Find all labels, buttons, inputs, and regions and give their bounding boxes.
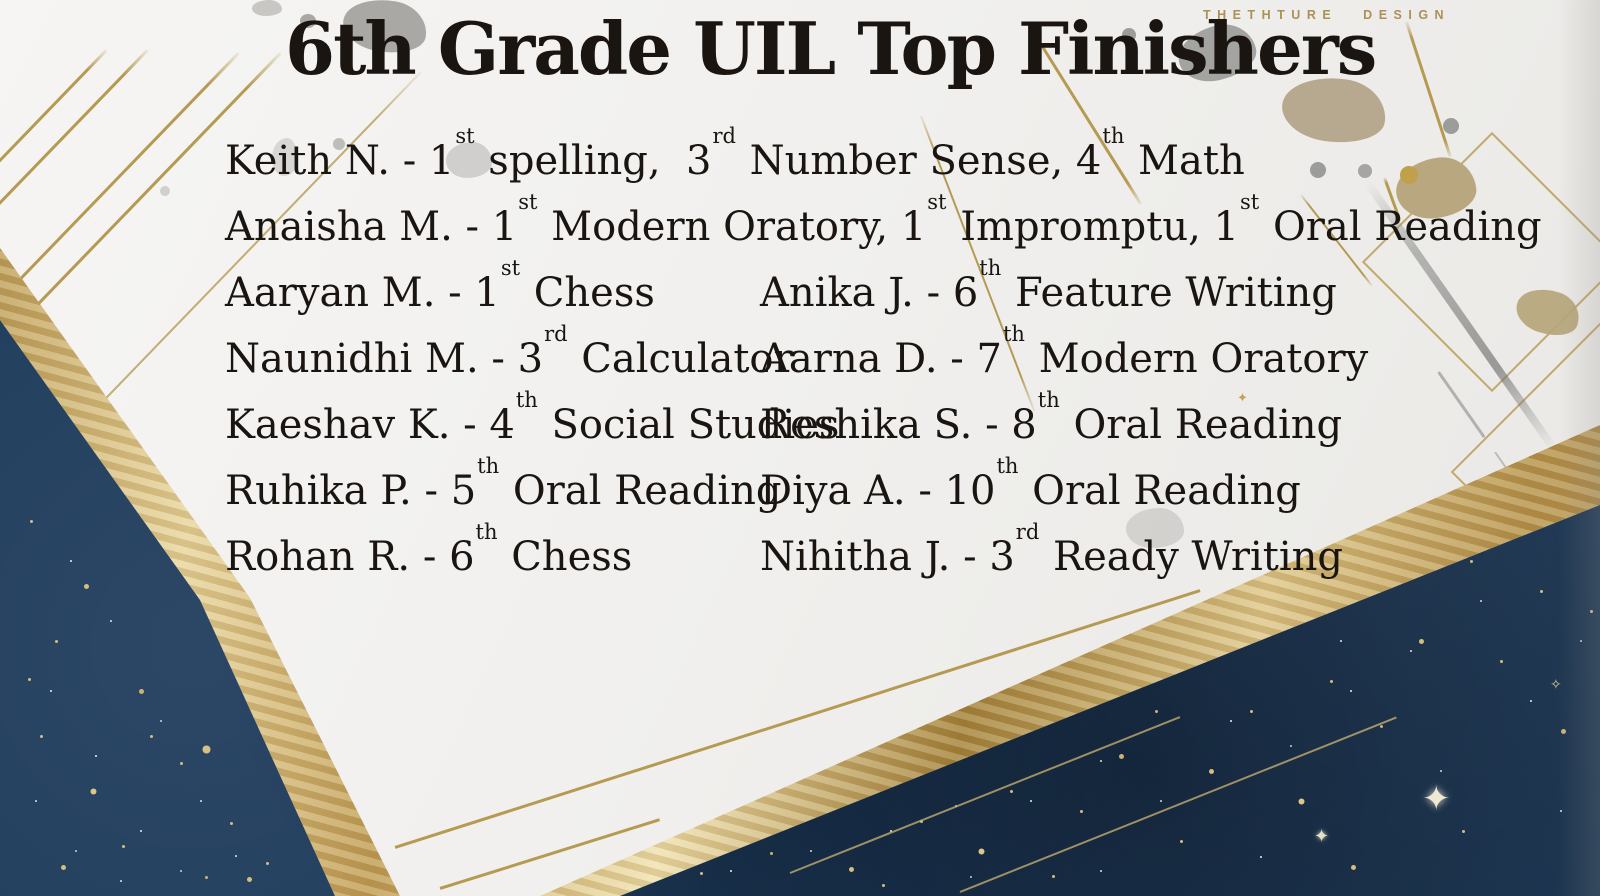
result-row: Aaryan M. - 1st Chess Anika J. - 6th Feat… [225, 255, 1425, 326]
white-star-specks [0, 0, 2, 2]
result-entry: Anaisha M. - 1st Modern Oratory, 1st Imp… [225, 189, 1542, 250]
results-list: Keith N. - 1st spelling, 3rd Number Sens… [225, 123, 1542, 590]
splatter-dot [1400, 166, 1418, 184]
brand-watermark: THETHTURE DESIGN [1203, 8, 1451, 22]
result-entry: Diya A. - 10th Oral Reading [760, 453, 1301, 514]
splatter-dot [1443, 118, 1459, 134]
gold-diagonal-line [0, 52, 240, 321]
splatter-dot [333, 138, 345, 150]
result-entry: Nihitha J. - 3rd Ready Writing [760, 519, 1344, 580]
result-entry: Kaeshav K. - 4th Social Studies [225, 387, 840, 448]
sparkle-star-icon: ✦ [1314, 826, 1330, 847]
result-entry: Rohan R. - 6th Chess [225, 519, 633, 580]
result-entry: Keith N. - 1st spelling, 3rd Number Sens… [225, 123, 1245, 184]
splatter-blob [1126, 508, 1184, 548]
splatter-blob [272, 138, 298, 176]
sparkle-star-icon: ✧ [1550, 677, 1562, 693]
page-title: 6th Grade UIL Top Finishers [285, 6, 1377, 91]
result-row: Kaeshav K. - 4th Social Studies Reshika S… [225, 387, 1425, 458]
result-row: Keith N. - 1st spelling, 3rd Number Sens… [225, 123, 1425, 194]
result-entry: Aarna D. - 7th Modern Oratory [760, 321, 1369, 382]
result-entry: Aaryan M. - 1st Chess [225, 255, 655, 316]
result-row: Rohan R. - 6th Chess Nihitha J. - 3rd Rea… [225, 519, 1425, 590]
splatter-dot [1310, 162, 1326, 178]
paper-edge-shadow [1558, 0, 1600, 896]
result-entry: Anika J. - 6th Feature Writing [760, 255, 1337, 316]
white-star-specks [0, 0, 2, 2]
splatter-blob [252, 0, 282, 16]
gold-shooting-line [959, 716, 1397, 893]
gray-paint-streak [1437, 371, 1486, 439]
splatter-dot [160, 186, 170, 196]
result-row: Naunidhi M. - 3rd Calculator Aarna D. - 7… [225, 321, 1425, 392]
gold-star-specks [0, 0, 3, 3]
result-entry: Ruhika P. - 5th Oral Reading [225, 453, 782, 514]
result-entry: Reshika S. - 8th Oral Reading [760, 387, 1343, 448]
gold-diagonal-line [0, 49, 108, 220]
gold-star-specks [0, 0, 3, 3]
splatter-dot [1122, 28, 1136, 42]
splatter-dot [1358, 164, 1372, 178]
splatter-dot [300, 14, 316, 28]
splatter-blob [446, 142, 492, 178]
result-row: Anaisha M. - 1st Modern Oratory, 1st Imp… [225, 191, 1542, 260]
result-row: Ruhika P. - 5th Oral Reading Diya A. - 10… [225, 453, 1425, 524]
sparkle-star-icon: ✦ [1237, 391, 1248, 406]
sparkle-star-icon: ✦ [1422, 779, 1451, 819]
result-entry: Naunidhi M. - 3rd Calculator [225, 321, 793, 382]
